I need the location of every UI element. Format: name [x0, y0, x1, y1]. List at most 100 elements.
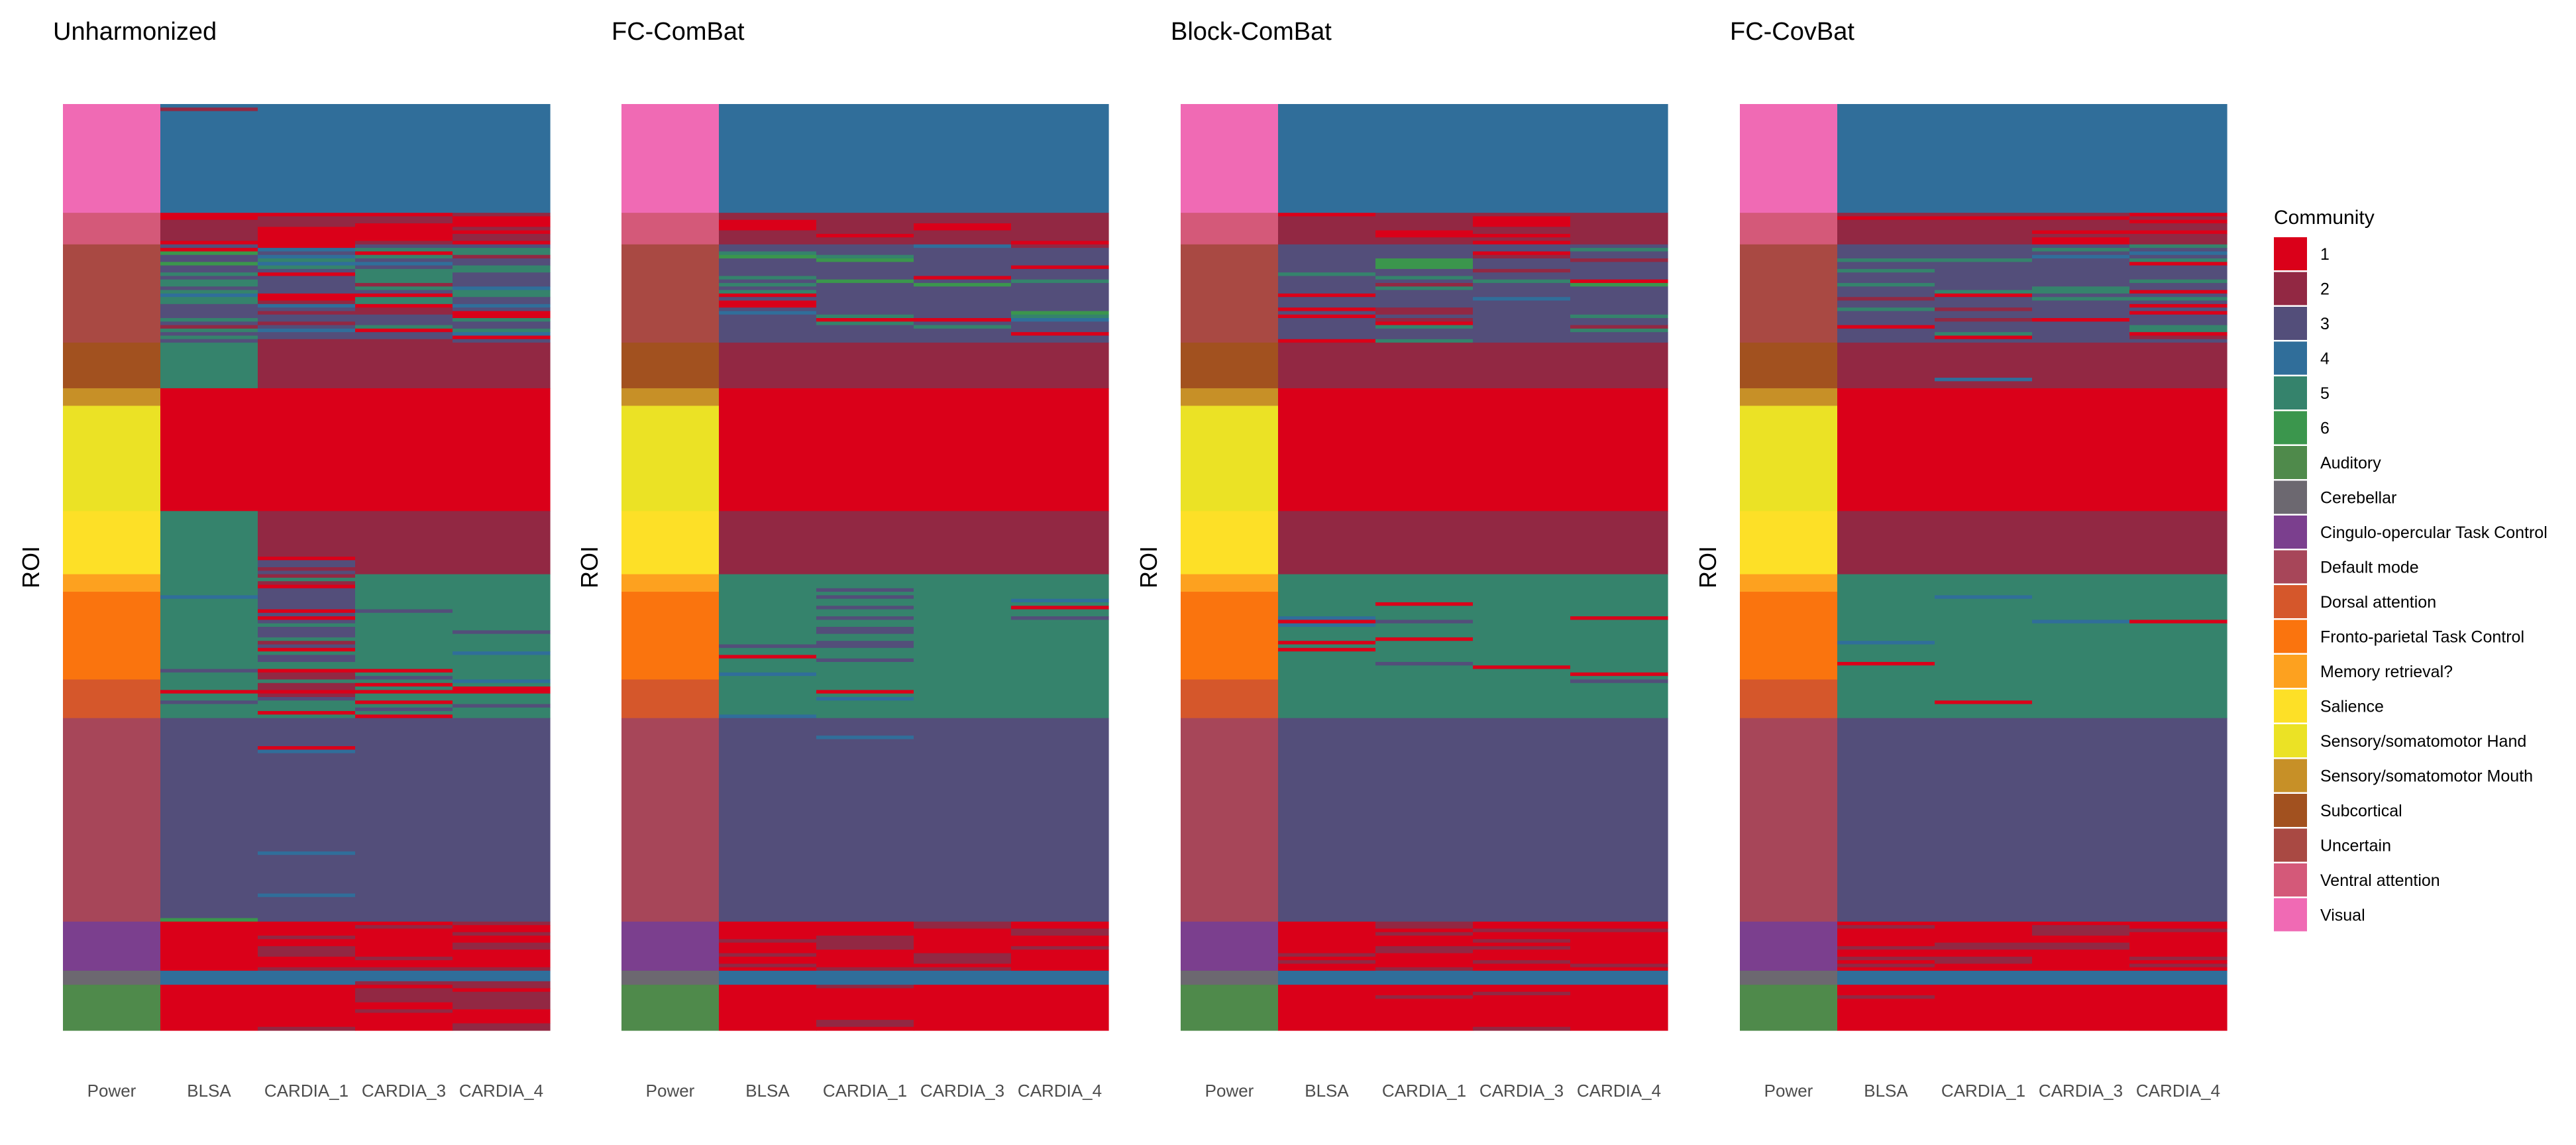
heatmap-cell	[1570, 928, 1668, 933]
x-tick-label: CARDIA_4	[2136, 1081, 2220, 1101]
heatmap-cell	[258, 637, 356, 641]
heatmap-cell	[719, 276, 817, 280]
heatmap-cell	[719, 644, 817, 649]
heatmap-cell	[1935, 595, 2033, 600]
heatmap-cell	[355, 325, 453, 329]
heatmap-cell	[1278, 213, 1376, 217]
legend-swatch	[2274, 480, 2307, 514]
heatmap-cell	[1375, 325, 1474, 329]
heatmap-cell	[1011, 511, 1109, 575]
heatmap-cell	[453, 332, 551, 337]
heatmap-cell	[1473, 300, 1571, 343]
x-tick-label: CARDIA_1	[1941, 1081, 2025, 1101]
heatmap-cell	[160, 321, 258, 326]
heatmap-cell	[1837, 328, 1935, 343]
heatmap-cell	[2032, 297, 2130, 301]
heatmap-cell	[719, 985, 817, 1031]
heatmap-cell	[453, 981, 551, 989]
heatmap-cell	[258, 690, 356, 694]
heatmap-cell	[914, 279, 1012, 284]
heatmap-cell	[2032, 213, 2130, 217]
heatmap-cell	[1837, 219, 1935, 245]
x-tick-label: CARDIA_4	[1577, 1081, 1661, 1101]
legend-label: Salience	[2320, 698, 2384, 716]
heatmap-cell	[719, 676, 817, 716]
heatmap-cell	[258, 293, 356, 301]
heatmap-cell	[258, 258, 356, 262]
heatmap-cell	[1011, 283, 1109, 312]
x-tick-label: CARDIA_1	[1382, 1081, 1466, 1101]
heatmap-cell	[1740, 244, 1838, 343]
heatmap-cell	[914, 928, 1012, 954]
heatmap-cell	[1375, 932, 1474, 936]
heatmap-cell	[1375, 511, 1474, 575]
heatmap-cell	[1935, 700, 2033, 705]
heatmap-cell	[2032, 300, 2130, 319]
heatmap-cell	[453, 932, 551, 936]
heatmap-cell	[2032, 233, 2130, 238]
heatmap-cell	[2032, 244, 2130, 248]
heatmap-cell	[355, 328, 453, 333]
heatmap-cell	[453, 230, 551, 235]
heatmap-cell	[2032, 936, 2130, 944]
heatmap-cell	[914, 286, 1012, 319]
heatmap-cell	[816, 213, 914, 235]
heatmap-cell	[621, 679, 720, 719]
legend-label: Sensory/somatomotor Hand	[2320, 732, 2526, 751]
heatmap-cell	[1837, 661, 1935, 666]
heatmap-cell	[2129, 718, 2227, 922]
heatmap-cell	[816, 321, 914, 326]
heatmap-cell	[2032, 321, 2130, 343]
heatmap-cell	[1570, 970, 1668, 985]
heatmap-cell	[914, 574, 1012, 719]
heatmap-cell	[453, 1009, 551, 1024]
heatmap-cell	[719, 714, 817, 719]
heatmap-cell	[63, 970, 161, 985]
heatmap-cell	[719, 104, 817, 213]
legend-swatch	[2274, 411, 2307, 445]
x-tick-label: CARDIA_3	[1479, 1081, 1564, 1101]
heatmap-cell	[1837, 244, 1935, 259]
heatmap-cell	[2129, 388, 2227, 512]
heatmap-cell	[355, 248, 453, 252]
heatmap-cell	[1837, 718, 1935, 922]
heatmap-cell	[355, 921, 453, 926]
heatmap-cell	[2129, 223, 2227, 231]
heatmap-cell	[1181, 985, 1279, 1031]
heatmap-cell	[160, 690, 258, 694]
heatmap-cell	[2032, 718, 2130, 922]
legend-label: Auditory	[2320, 454, 2381, 472]
heatmap-cell	[816, 244, 914, 256]
heatmap-cell	[914, 230, 1012, 245]
heatmap-cell	[1011, 574, 1109, 600]
heatmap-panel-fc_combat: FC-ComBat ROI Power BLSA CARDIA_1 CARDIA_3 CAR…	[576, 18, 1109, 1101]
heatmap-cell	[258, 623, 356, 627]
heatmap-cell	[1837, 104, 1935, 213]
heatmap-cell	[258, 332, 356, 340]
heatmap-cell	[355, 574, 453, 610]
x-tick-label: CARDIA_3	[362, 1081, 446, 1101]
heatmap-cell	[1278, 960, 1376, 964]
heatmap-cell	[355, 679, 453, 684]
heatmap-cell	[816, 690, 914, 694]
heatmap-cell	[160, 241, 258, 245]
heatmap-cell	[621, 406, 720, 512]
heatmap-cell	[719, 286, 817, 291]
heatmap-cell	[1278, 921, 1376, 954]
heatmap-cell	[1375, 104, 1474, 213]
heatmap-cell	[816, 588, 914, 592]
heatmap-cell	[160, 598, 258, 670]
heatmap-cell	[2032, 254, 2130, 259]
heatmap-cell	[719, 921, 817, 940]
heatmap-cell	[355, 104, 453, 213]
heatmap-cell	[1570, 963, 1668, 968]
heatmap-cell	[1837, 388, 1935, 512]
heatmap-cell	[1011, 314, 1109, 319]
heatmap-cell	[1837, 956, 1935, 961]
heatmap-cell	[1570, 283, 1668, 287]
heatmap-cell	[2032, 623, 2130, 719]
heatmap-cell	[2032, 104, 2130, 213]
heatmap-cell	[160, 279, 258, 287]
heatmap-cell	[2129, 343, 2227, 389]
heatmap-cell	[453, 574, 551, 631]
